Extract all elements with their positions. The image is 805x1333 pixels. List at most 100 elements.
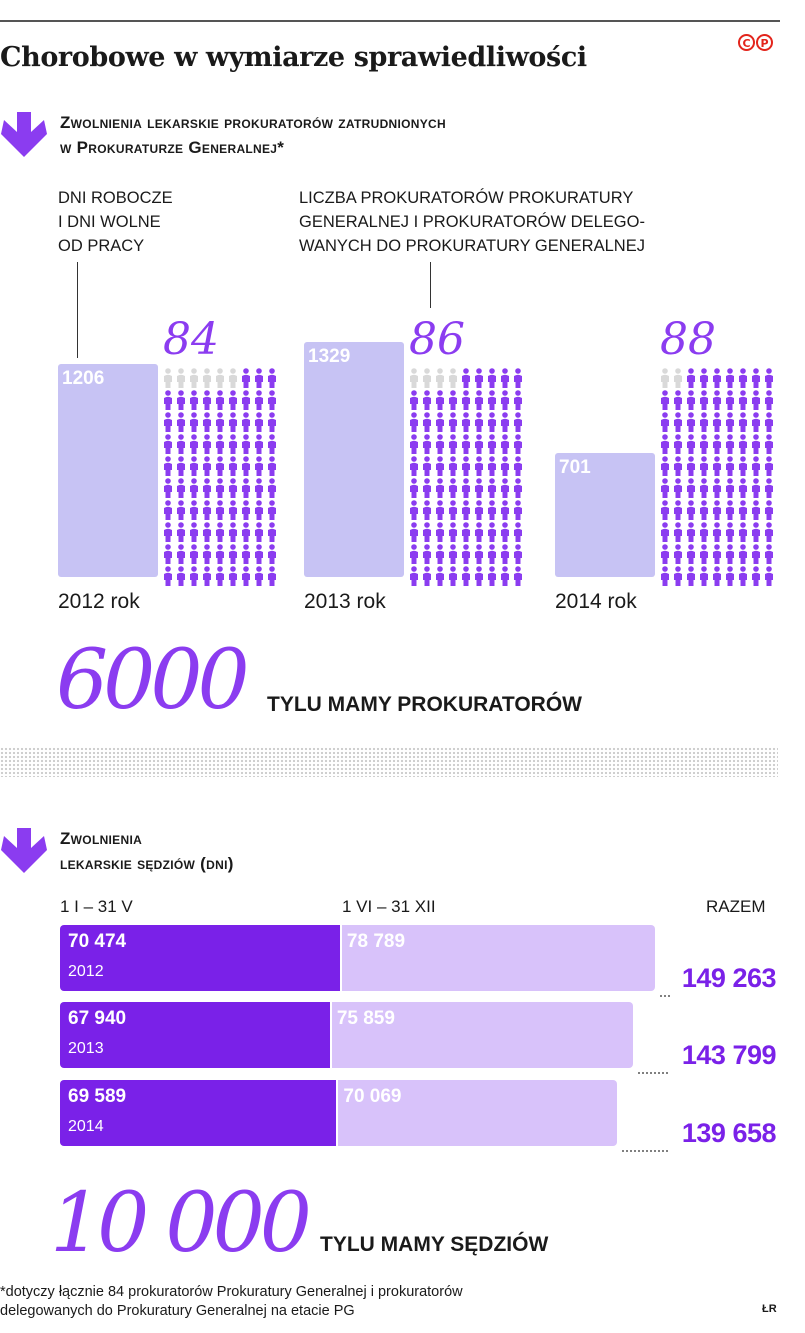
person-icon (242, 434, 250, 454)
person-icon (242, 544, 250, 564)
person-icon (190, 390, 198, 410)
person-icon (661, 478, 669, 498)
person-icon (164, 412, 172, 432)
person-icon (255, 368, 263, 388)
person-icon (713, 522, 721, 542)
person-icon (242, 478, 250, 498)
person-icon (462, 456, 470, 476)
person-icon (255, 566, 263, 586)
person-icon (739, 368, 747, 388)
person-icon (475, 412, 483, 432)
person-icon (488, 434, 496, 454)
person-icon (436, 500, 444, 520)
person-icon (164, 390, 172, 410)
dotted-separator (0, 747, 778, 777)
judges-total-0: 149 263 (681, 963, 777, 993)
author-credit: ŁR (762, 1303, 777, 1315)
person-icon (203, 544, 211, 564)
person-icon (488, 412, 496, 432)
annotation-days-line2: I DNI WOLNE (58, 213, 161, 231)
person-icon (765, 390, 773, 410)
person-icon (190, 500, 198, 520)
person-icon (713, 456, 721, 476)
person-icon (436, 566, 444, 586)
person-icon (216, 544, 224, 564)
person-icon (203, 434, 211, 454)
person-icon (713, 368, 721, 388)
person-icon (216, 412, 224, 432)
person-icon (501, 478, 509, 498)
person-icon (190, 478, 198, 498)
person-icon (216, 500, 224, 520)
person-icon (661, 434, 669, 454)
person-icon (164, 544, 172, 564)
person-icon (501, 412, 509, 432)
person-icon (436, 456, 444, 476)
person-icon (423, 522, 431, 542)
person-icon (713, 390, 721, 410)
person-icon (726, 544, 734, 564)
judges-total-2: 139 658 (681, 1118, 777, 1148)
judges-bar-first-0 (60, 925, 340, 991)
person-icon (203, 456, 211, 476)
person-icon (436, 368, 444, 388)
person-icon (190, 368, 198, 388)
logo-c: C (738, 34, 755, 51)
judges-bar-first-2 (60, 1080, 337, 1146)
person-icon (765, 566, 773, 586)
person-icon (765, 500, 773, 520)
leader-line-people (430, 262, 431, 308)
footnote-line1: *dotyczy łącznie 84 prokuratorów Prokura… (0, 1284, 463, 1300)
person-icon (177, 544, 185, 564)
person-icon (674, 544, 682, 564)
person-icon (752, 566, 760, 586)
person-icon (423, 500, 431, 520)
days-bar-0 (58, 363, 158, 577)
person-icon (255, 412, 263, 432)
person-icon (475, 544, 483, 564)
person-icon (164, 456, 172, 476)
person-icon (268, 412, 276, 432)
person-icon (501, 390, 509, 410)
person-icon (739, 456, 747, 476)
person-icon (255, 456, 263, 476)
annotation-days: DNI ROBOCZE I DNI WOLNE OD PRACY (58, 186, 173, 258)
person-icon (514, 434, 522, 454)
person-icon (436, 412, 444, 432)
person-icon (203, 368, 211, 388)
person-icon (449, 566, 457, 586)
person-icon (255, 434, 263, 454)
person-icon (190, 566, 198, 586)
person-icon (514, 368, 522, 388)
person-icon (462, 522, 470, 542)
person-icon (501, 456, 509, 476)
person-icon (449, 522, 457, 542)
section2-heading: Zwolnienia lekarskie sędziów (dni) (60, 826, 234, 876)
section2-heading-line2: lekarskie sędziów (dni) (60, 854, 234, 873)
person-icon (436, 390, 444, 410)
person-icon (190, 434, 198, 454)
days-bar-2 (555, 453, 655, 577)
person-icon (514, 412, 522, 432)
person-icon (713, 544, 721, 564)
judges-leader-dots-0 (659, 995, 670, 997)
person-icon (229, 412, 237, 432)
person-icon (268, 456, 276, 476)
person-icon (687, 390, 695, 410)
person-icon (488, 522, 496, 542)
person-icon (700, 500, 708, 520)
person-icon (410, 390, 418, 410)
person-icon (674, 412, 682, 432)
judges-bar-second-2 (338, 1080, 617, 1146)
person-icon (765, 478, 773, 498)
judges-year-2: 2014 (68, 1118, 104, 1135)
person-icon (203, 412, 211, 432)
person-icon (216, 522, 224, 542)
person-icon (687, 368, 695, 388)
person-icon (164, 522, 172, 542)
person-icon (177, 478, 185, 498)
person-icon (190, 522, 198, 542)
person-icon (765, 368, 773, 388)
person-icon (674, 434, 682, 454)
judges-year-0: 2012 (68, 963, 104, 980)
